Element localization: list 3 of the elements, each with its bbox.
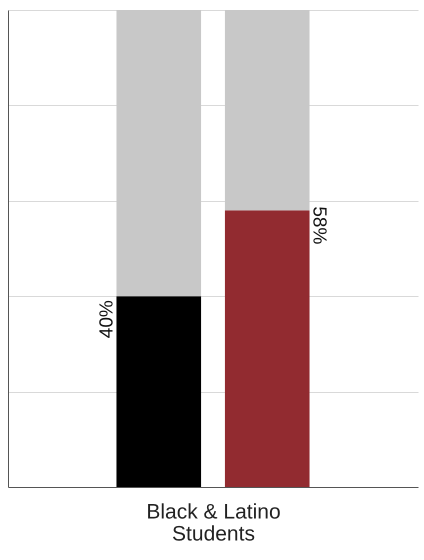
- data-label: 40%: [96, 300, 118, 338]
- data-label: 58%: [308, 206, 330, 244]
- x-axis-title: Black & Latino Students: [146, 500, 281, 546]
